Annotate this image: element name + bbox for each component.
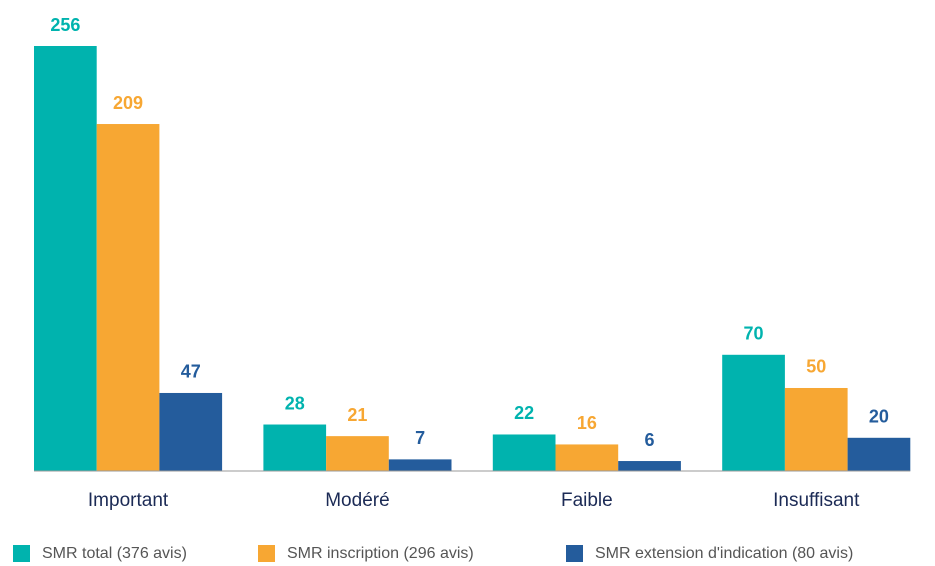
bar xyxy=(326,436,389,471)
legend-swatch xyxy=(13,545,30,562)
bar xyxy=(555,444,619,471)
bar xyxy=(96,124,160,471)
bar xyxy=(388,459,452,471)
value-label: 209 xyxy=(113,93,143,113)
value-label: 6 xyxy=(645,430,655,450)
bar xyxy=(618,461,681,471)
legend-swatch xyxy=(566,545,583,562)
value-label: 256 xyxy=(50,15,80,35)
value-label: 70 xyxy=(744,324,764,344)
bar xyxy=(492,434,556,471)
value-label: 50 xyxy=(806,357,826,377)
value-label: 28 xyxy=(285,393,305,413)
legend-label: SMR total (376 avis) xyxy=(42,545,187,562)
x-tick-label: Insuffisant xyxy=(773,490,860,511)
value-label: 22 xyxy=(514,403,534,423)
bar xyxy=(34,46,97,471)
x-tick-label: Faible xyxy=(561,490,613,511)
bar xyxy=(722,354,785,471)
legend-swatch xyxy=(258,545,275,562)
legend-label: SMR extension d'indication (80 avis) xyxy=(595,545,853,562)
bar xyxy=(784,387,848,471)
value-label: 7 xyxy=(415,428,425,448)
value-label: 47 xyxy=(181,362,201,382)
bar xyxy=(159,392,223,471)
bar xyxy=(847,437,911,471)
legend-label: SMR inscription (296 avis) xyxy=(287,545,474,562)
value-label: 21 xyxy=(347,405,367,425)
bar xyxy=(263,424,327,471)
value-label: 20 xyxy=(869,407,889,427)
x-tick-label: Important xyxy=(88,490,169,511)
x-tick-label: Modéré xyxy=(325,490,389,511)
value-label: 16 xyxy=(577,413,597,433)
